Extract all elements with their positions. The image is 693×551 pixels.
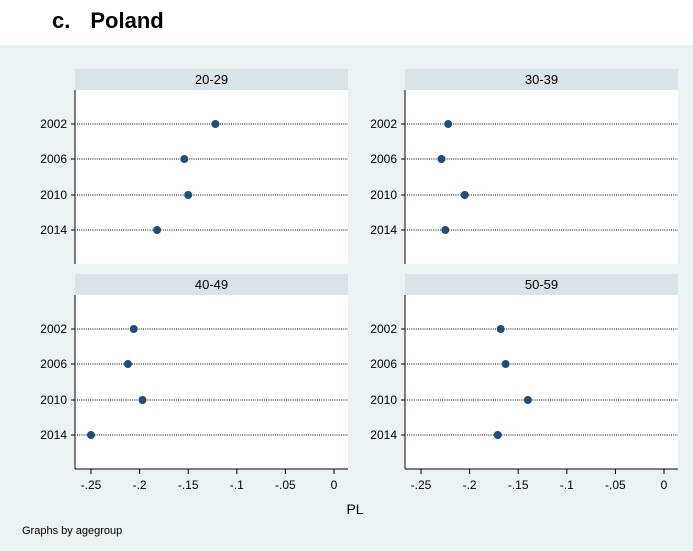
data-point	[501, 360, 510, 368]
y-tick-label: 2014	[40, 223, 67, 237]
data-point	[153, 226, 162, 234]
y-tick-label: 2006	[40, 152, 67, 166]
y-tick-label: 2002	[370, 322, 397, 336]
data-point	[437, 155, 446, 163]
x-tick-label: -.15	[508, 478, 529, 492]
x-axis-label: PL	[346, 501, 363, 517]
data-point	[496, 325, 505, 333]
y-tick-label: 2002	[370, 117, 397, 131]
y-tick-label: 2010	[40, 393, 67, 407]
panel-title: 30-39	[525, 72, 558, 87]
data-point	[493, 431, 502, 439]
data-point	[123, 360, 132, 368]
panel-header	[75, 69, 348, 90]
data-point	[211, 120, 220, 128]
panel-plot-region	[405, 295, 678, 469]
y-tick-label: 2010	[370, 188, 397, 202]
graphs-by-note: Graphs by agegroup	[22, 525, 122, 537]
data-point	[138, 396, 147, 404]
y-tick-label: 2002	[40, 322, 67, 336]
y-tick-label: 2006	[370, 357, 397, 371]
y-tick-label: 2014	[370, 223, 397, 237]
x-tick-label: -.2	[133, 478, 147, 492]
x-tick-label: -.25	[411, 478, 432, 492]
heading-title: Poland	[90, 8, 164, 33]
heading-label: c.	[52, 8, 71, 33]
x-tick-label: -.05	[605, 478, 626, 492]
x-tick-label: -.25	[81, 478, 102, 492]
data-point	[523, 396, 532, 404]
y-tick-label: 2010	[370, 393, 397, 407]
panel-plot-region	[405, 90, 678, 264]
panel-title: 40-49	[195, 277, 228, 292]
x-tick-label: -.05	[275, 478, 296, 492]
panel-plot-region	[75, 295, 348, 469]
x-tick-label: 0	[331, 478, 338, 492]
data-point	[460, 191, 469, 199]
y-tick-label: 2014	[370, 428, 397, 442]
data-point	[184, 191, 193, 199]
panel-plot-region	[75, 90, 348, 264]
y-tick-label: 2006	[370, 152, 397, 166]
y-tick-label: 2014	[40, 428, 67, 442]
y-tick-label: 2010	[40, 188, 67, 202]
panel-header	[75, 274, 348, 295]
data-point	[180, 155, 189, 163]
y-tick-label: 2002	[40, 117, 67, 131]
panel-title: 20-29	[195, 72, 228, 87]
x-tick-label: -.15	[178, 478, 199, 492]
x-tick-label: 0	[661, 478, 668, 492]
data-point	[87, 431, 95, 439]
x-tick-label: -.1	[560, 478, 574, 492]
panel-header	[405, 69, 678, 90]
y-tick-label: 2006	[40, 357, 67, 371]
panel-title: 50-59	[525, 277, 558, 292]
panel-header	[405, 274, 678, 295]
chart-heading: c. Poland	[52, 8, 164, 34]
data-point	[441, 226, 450, 234]
data-point	[444, 120, 453, 128]
x-tick-label: -.1	[230, 478, 244, 492]
x-tick-label: -.2	[463, 478, 477, 492]
data-point	[129, 325, 138, 333]
